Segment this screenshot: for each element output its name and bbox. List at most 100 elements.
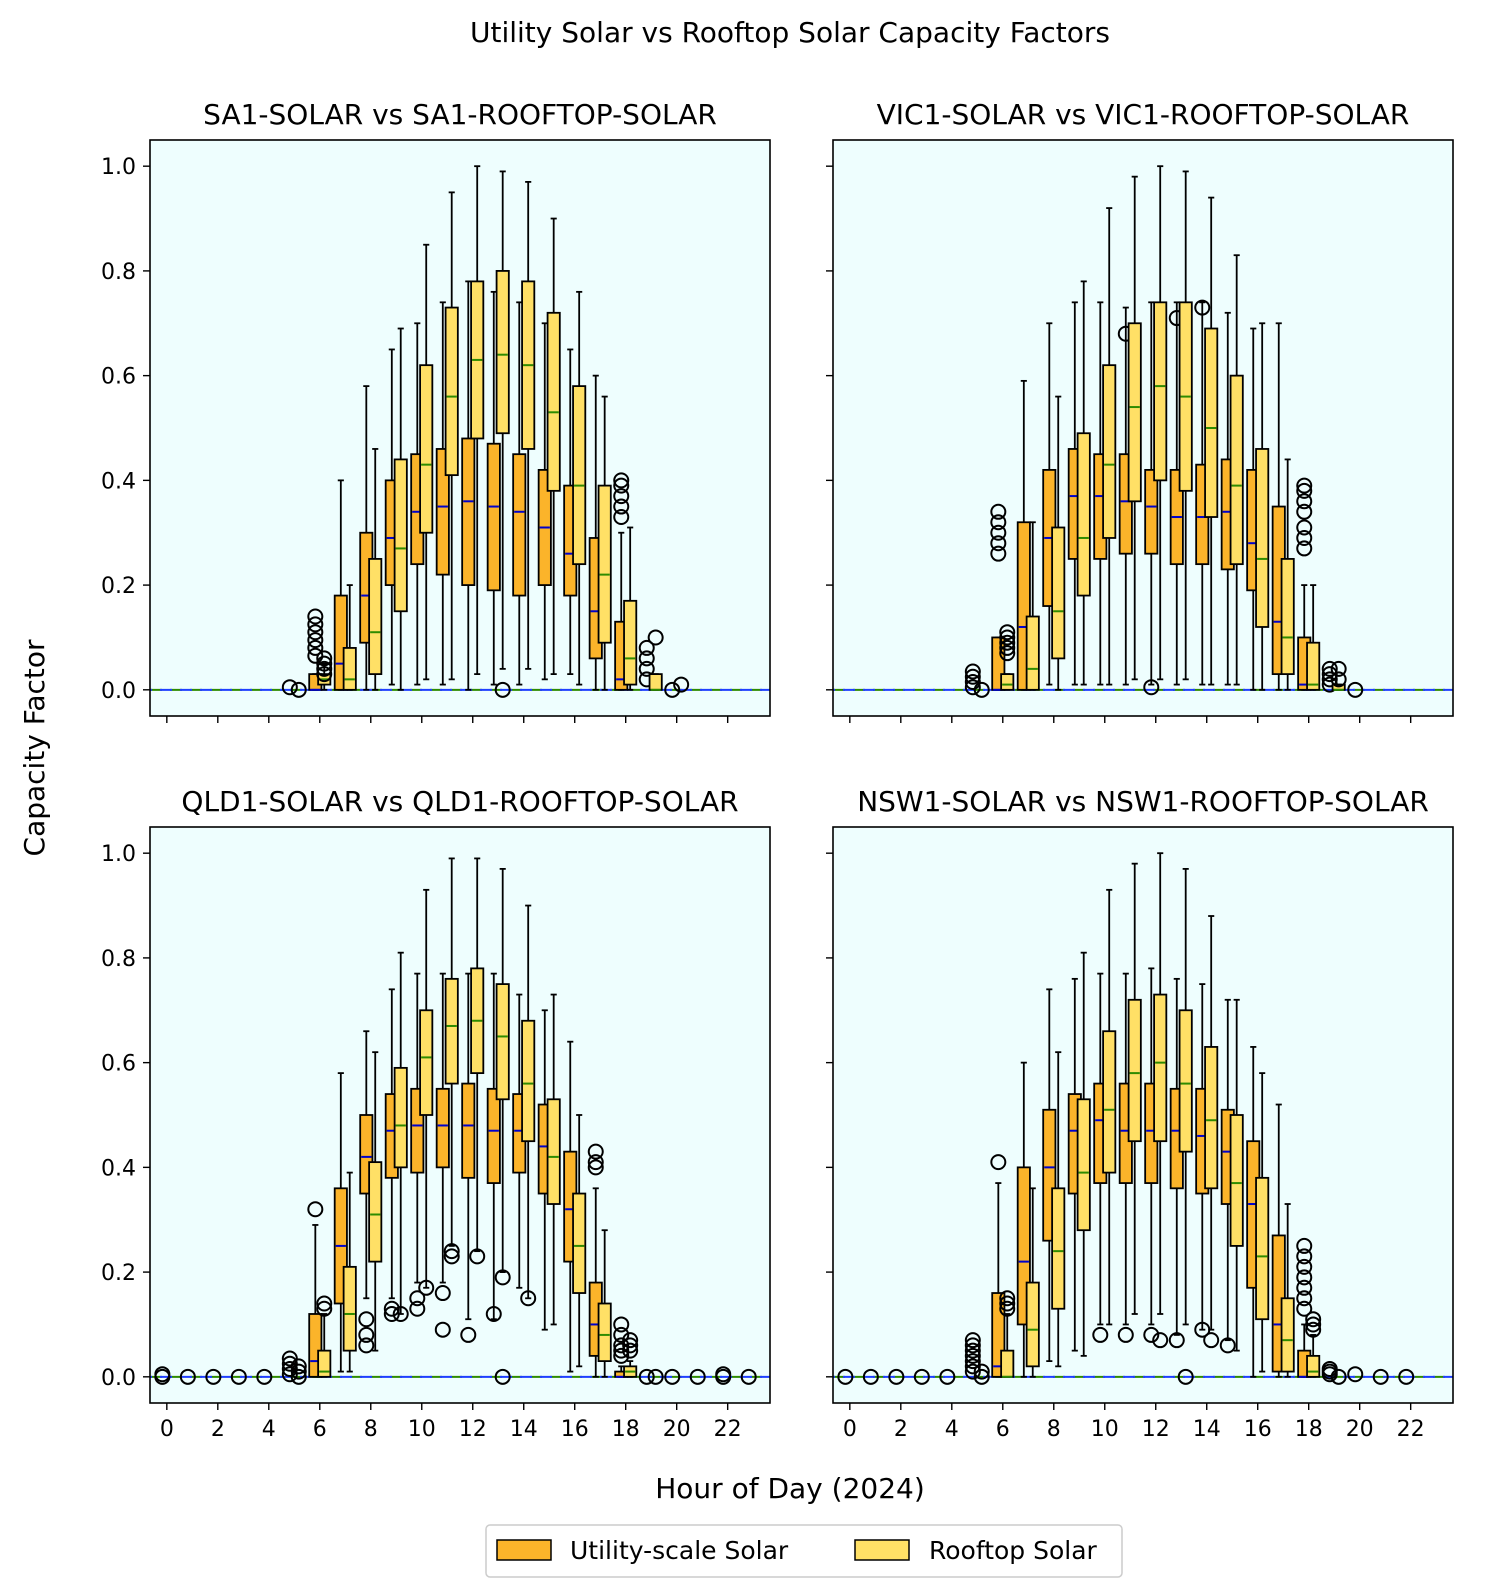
utility-outlier: [1347, 681, 1364, 698]
rooftop-outlier: [622, 1332, 639, 1349]
rooftop-box: [444, 977, 459, 1085]
x-tick-label: 20: [1346, 1417, 1374, 1442]
utility-outlier: [1296, 1300, 1313, 1317]
rooftop-box: [342, 1265, 357, 1352]
rooftop-outlier: [469, 1248, 486, 1265]
utility-outlier: [281, 1350, 298, 1367]
utility-outlier: [358, 1337, 375, 1354]
rooftop-outlier: [673, 676, 690, 693]
rooftop-box: [444, 306, 459, 477]
x-tick-label: 10: [408, 1417, 436, 1442]
rooftop-box: [1127, 322, 1142, 503]
rooftop-box: [1306, 1354, 1321, 1378]
rooftop-outlier: [1177, 1368, 1194, 1385]
rooftop-box: [1255, 448, 1270, 628]
utility-outlier: [179, 1368, 196, 1385]
rooftop-box: [1204, 1046, 1219, 1190]
rooftop-outlier: [1305, 1316, 1322, 1333]
utility-outlier: [613, 1316, 630, 1333]
plot-frame: [149, 826, 771, 1404]
utility-outlier: [964, 1358, 981, 1375]
rooftop-box: [1255, 1176, 1270, 1321]
rooftop-outlier: [999, 645, 1016, 662]
y-tick-label: 1.0: [101, 842, 136, 867]
utility-outlier: [613, 1342, 630, 1359]
utility-outlier: [1296, 1258, 1313, 1275]
rooftop-outlier: [973, 1368, 990, 1385]
utility-outlier: [587, 1154, 604, 1171]
rooftop-outlier: [520, 1290, 537, 1307]
x-tick-label: 18: [612, 1417, 640, 1442]
rooftop-box: [419, 364, 434, 534]
x-tick-label: 12: [459, 1417, 487, 1442]
y-tick-label: 0.8: [101, 947, 136, 972]
subplot-title: VIC1-SOLAR vs VIC1-ROOFTOP-SOLAR: [877, 98, 1410, 131]
utility-outlier: [307, 639, 324, 656]
utility-outlier: [964, 1342, 981, 1359]
utility-outlier: [1117, 1326, 1134, 1343]
rooftop-outlier: [647, 1368, 664, 1385]
utility-outlier: [1296, 1290, 1313, 1307]
rooftop-box: [1076, 1098, 1091, 1232]
rooftop-outlier: [973, 1363, 990, 1380]
x-tick-label: 4: [262, 1417, 276, 1442]
utility-outlier: [990, 514, 1007, 531]
x-tick-label: 0: [160, 1417, 174, 1442]
utility-outlier: [837, 1368, 854, 1385]
utility-outlier: [613, 488, 630, 505]
utility-box: [512, 453, 527, 597]
utility-outlier: [485, 1305, 502, 1322]
utility-outlier: [281, 679, 298, 696]
rooftop-outlier: [1330, 660, 1347, 677]
subplot-nsw1: 0 2 4 6 8 10 12 14 16 18 20 22 NSW1-SOLAR vs NSW1-RO…: [826, 785, 1454, 1442]
plot-area: [833, 140, 1453, 716]
utility-outlier: [740, 1368, 757, 1385]
rooftop-outlier: [290, 1363, 307, 1380]
utility-outlier: [587, 1143, 604, 1160]
utility-outlier: [1296, 477, 1313, 494]
rooftop-box: [368, 558, 383, 676]
utility-outlier: [307, 608, 324, 625]
rooftop-outlier: [999, 634, 1016, 651]
plot-frame: [832, 826, 1454, 1404]
utility-outlier: [1296, 1279, 1313, 1296]
utility-outlier: [1296, 1269, 1313, 1286]
rooftop-box: [597, 484, 612, 644]
utility-outlier: [1194, 299, 1211, 316]
rooftop-box: [597, 1302, 612, 1363]
x-tick-label: 2: [894, 1417, 908, 1442]
utility-outlier: [383, 1300, 400, 1317]
utility-box: [435, 448, 450, 576]
utility-outlier: [613, 498, 630, 515]
rooftop-outlier: [999, 629, 1016, 646]
rooftop-outlier: [622, 1342, 639, 1359]
rooftop-outlier: [443, 1243, 460, 1260]
subplot-title: SA1-SOLAR vs SA1-ROOFTOP-SOLAR: [203, 98, 717, 131]
rooftop-outlier: [290, 1368, 307, 1385]
rooftop-box: [1102, 364, 1117, 539]
utility-outlier: [964, 1332, 981, 1349]
utility-box: [486, 442, 501, 592]
utility-outlier: [1092, 1326, 1109, 1343]
utility-outlier: [256, 1368, 273, 1385]
utility-outlier: [409, 1290, 426, 1307]
utility-outlier: [664, 681, 681, 698]
subplot-vic1: VIC1-SOLAR vs VIC1-ROOFTOP-SOLAR: [826, 98, 1454, 723]
rooftop-box: [393, 458, 408, 613]
x-tick-label: 22: [714, 1417, 742, 1442]
rooftop-outlier: [418, 1279, 435, 1296]
rooftop-box: [1076, 432, 1091, 597]
rooftop-outlier: [316, 1300, 333, 1317]
utility-outlier: [1321, 671, 1338, 688]
utility-outlier: [230, 1368, 247, 1385]
utility-box: [461, 1082, 476, 1179]
utility-outlier: [664, 1368, 681, 1385]
y-tick-label: 0.8: [101, 260, 136, 285]
utility-outlier: [281, 1366, 298, 1383]
utility-outlier: [613, 509, 630, 526]
utility-outlier: [307, 616, 324, 633]
rooftop-outlier: [1305, 1311, 1322, 1328]
y-tick-label: 0.6: [101, 1052, 136, 1077]
rooftop-box: [1025, 615, 1040, 691]
